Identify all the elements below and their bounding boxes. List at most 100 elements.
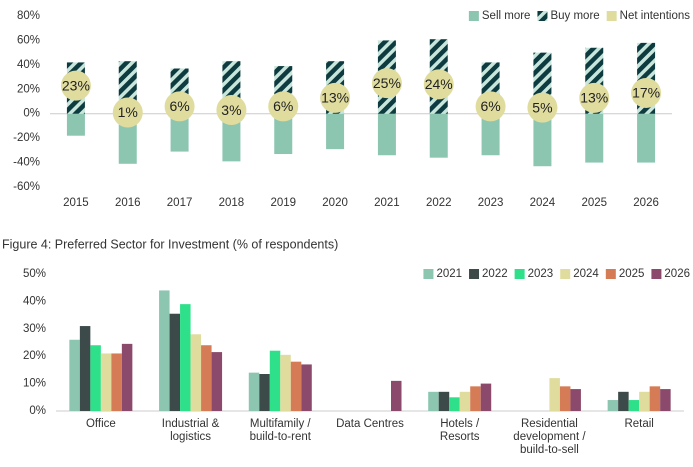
y-tick-label: 60% bbox=[17, 34, 40, 46]
net-marker bbox=[112, 97, 143, 128]
bar bbox=[290, 361, 302, 411]
net-marker bbox=[320, 82, 351, 113]
bar bbox=[438, 391, 450, 411]
bar bbox=[660, 389, 671, 411]
label-line: build-to-sell bbox=[520, 444, 579, 456]
legend-label: 2024 bbox=[573, 268, 599, 280]
x-tick-label: Office bbox=[86, 418, 116, 430]
net-marker bbox=[527, 92, 558, 123]
y-tick-label: 20% bbox=[17, 83, 40, 95]
x-tick-label: 2026 bbox=[633, 197, 659, 209]
data-label: 6% bbox=[273, 98, 293, 114]
label-line: Office bbox=[86, 418, 116, 430]
y-tick-label: 10% bbox=[23, 378, 46, 390]
bar bbox=[570, 389, 581, 411]
bar bbox=[637, 113, 656, 163]
legend-label: Buy more bbox=[550, 10, 599, 22]
data-label: 3% bbox=[221, 102, 241, 118]
x-tick-label: 2022 bbox=[426, 197, 452, 209]
bar bbox=[111, 353, 122, 411]
x-tick-label: Retail bbox=[624, 418, 653, 430]
data-label: 6% bbox=[480, 98, 500, 114]
chart-title: Figure 4: Preferred Sector for Investmen… bbox=[2, 237, 338, 251]
bar bbox=[639, 391, 650, 411]
legend-swatch bbox=[514, 269, 525, 279]
bar bbox=[470, 386, 481, 411]
data-label: 5% bbox=[532, 99, 552, 115]
x-tick-label: 2017 bbox=[167, 197, 193, 209]
bar bbox=[607, 400, 619, 411]
label-line: Residential bbox=[521, 418, 578, 430]
y-tick-label: -20% bbox=[13, 132, 40, 144]
x-tick-label: 2018 bbox=[219, 197, 245, 209]
bar bbox=[481, 113, 500, 156]
legend-label: Sell more bbox=[482, 10, 531, 22]
bar bbox=[170, 113, 189, 152]
net-marker bbox=[423, 69, 454, 100]
bar bbox=[274, 113, 293, 155]
legend-swatch bbox=[469, 269, 480, 279]
bar bbox=[269, 350, 281, 411]
bar bbox=[190, 334, 202, 411]
label-line: Retail bbox=[624, 418, 653, 430]
bar bbox=[559, 386, 571, 411]
net-marker bbox=[216, 95, 247, 126]
bar bbox=[222, 113, 241, 162]
x-tick-label: Residential development / build-to-sell bbox=[513, 418, 586, 456]
bar bbox=[533, 113, 552, 167]
net-marker bbox=[475, 91, 506, 122]
y-tick-label: 50% bbox=[23, 268, 46, 280]
legend-label: 2021 bbox=[436, 268, 462, 280]
bar bbox=[211, 352, 223, 411]
legend-label: 2022 bbox=[482, 268, 508, 280]
bar bbox=[628, 400, 640, 411]
label-line: Multifamily / bbox=[250, 418, 312, 430]
x-tick-label: 2016 bbox=[115, 197, 141, 209]
x-tick-label: 2019 bbox=[270, 197, 296, 209]
legend-label: 2025 bbox=[619, 268, 645, 280]
bar bbox=[121, 343, 133, 411]
net-marker bbox=[164, 91, 195, 122]
net-marker bbox=[631, 77, 662, 108]
y-tick-label: -60% bbox=[13, 181, 40, 193]
bar bbox=[428, 391, 439, 411]
x-tick-label: Multifamily / build-to-rent bbox=[250, 418, 312, 443]
data-label: 6% bbox=[169, 98, 189, 114]
bar bbox=[301, 364, 312, 411]
bar bbox=[459, 391, 471, 411]
legend-swatch bbox=[468, 11, 479, 21]
legend-swatch bbox=[606, 11, 617, 21]
bar bbox=[585, 113, 604, 163]
label-line: build-to-rent bbox=[250, 431, 312, 443]
y-tick-label: 0% bbox=[29, 405, 46, 417]
bar bbox=[391, 380, 402, 411]
legend-swatch bbox=[605, 269, 616, 279]
label-line: Hotels / bbox=[440, 418, 480, 430]
legend-label: 2023 bbox=[528, 268, 554, 280]
net-marker bbox=[579, 82, 610, 113]
bar bbox=[69, 339, 80, 411]
bar bbox=[169, 313, 181, 411]
y-tick-label: 40% bbox=[23, 295, 46, 307]
bar bbox=[180, 304, 191, 411]
y-tick-label: 0% bbox=[23, 108, 40, 120]
bar bbox=[201, 345, 212, 411]
x-tick-label: 2025 bbox=[581, 197, 607, 209]
bar bbox=[248, 372, 260, 411]
bar bbox=[649, 386, 661, 411]
x-tick-label: 2023 bbox=[478, 197, 504, 209]
net-marker bbox=[371, 68, 402, 99]
net-marker bbox=[268, 91, 299, 122]
data-label: 13% bbox=[580, 90, 608, 106]
legend-swatch bbox=[560, 269, 571, 279]
data-label: 1% bbox=[118, 104, 138, 120]
label-line: development / bbox=[513, 431, 586, 443]
net-marker bbox=[60, 70, 91, 101]
bar bbox=[159, 290, 170, 411]
y-tick-label: 20% bbox=[23, 350, 46, 362]
bar bbox=[549, 378, 560, 411]
data-label: 23% bbox=[62, 77, 90, 93]
bar bbox=[429, 113, 448, 158]
bar bbox=[326, 113, 345, 150]
